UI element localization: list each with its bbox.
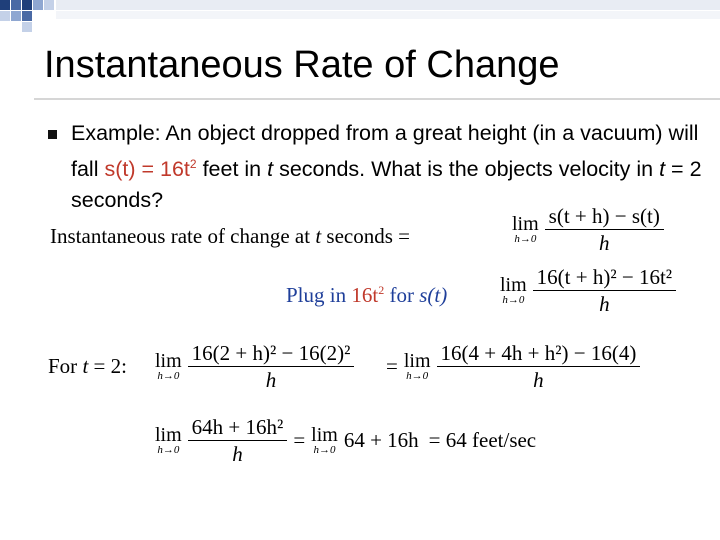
reduced-expression: 64 + 16h (343, 428, 419, 452)
header-decoration (0, 0, 720, 32)
velocity-result: = 64 feet/sec (428, 428, 537, 452)
expanded-limit-numerator: 16(4 + 4h + h²) − 16(4) (440, 341, 637, 365)
slide-title: Instantaneous Rate of Change (44, 44, 560, 86)
plugged-limit-denominator: h (599, 292, 610, 316)
simplified-limit: lim h→0 64h + 16h² h = lim h→0 64 + 16h = 6… (155, 415, 537, 466)
limit-definition: lim h→0 s(t + h) − s(t) h (512, 203, 664, 256)
expanded-limit-denominator: h (533, 368, 544, 392)
bullet-icon (48, 130, 57, 139)
plugged-limit-numerator: 16(t + h)² − 16t² (536, 265, 673, 289)
for-t-equals-2-label: For t = 2: (48, 354, 127, 378)
plug-in-label: Plug in 16t2 for s(t) (286, 283, 448, 307)
plugged-limit: lim h→0 16(t + h)² − 16t² h (500, 264, 677, 317)
limit-at-2: lim h→0 16(2 + h)² − 16(2)² h (155, 340, 355, 393)
simplified-limit-denominator: h (232, 442, 243, 466)
expanded-limit: = lim h→0 16(4 + 4h + h²) − 16(4) h (380, 340, 641, 393)
example-text: Example: An object dropped from a great … (71, 121, 702, 213)
simplified-limit-numerator: 64h + 16h² (191, 415, 284, 439)
limit-definition-numerator: s(t + h) − s(t) (548, 204, 660, 228)
limit-definition-denominator: h (599, 231, 610, 255)
limit-at-2-denominator: h (265, 368, 277, 392)
title-divider (34, 98, 720, 100)
rate-of-change-label: Instantaneous rate of change at t second… (50, 224, 410, 248)
limit-at-2-numerator: 16(2 + h)² − 16(2)² (191, 341, 351, 365)
